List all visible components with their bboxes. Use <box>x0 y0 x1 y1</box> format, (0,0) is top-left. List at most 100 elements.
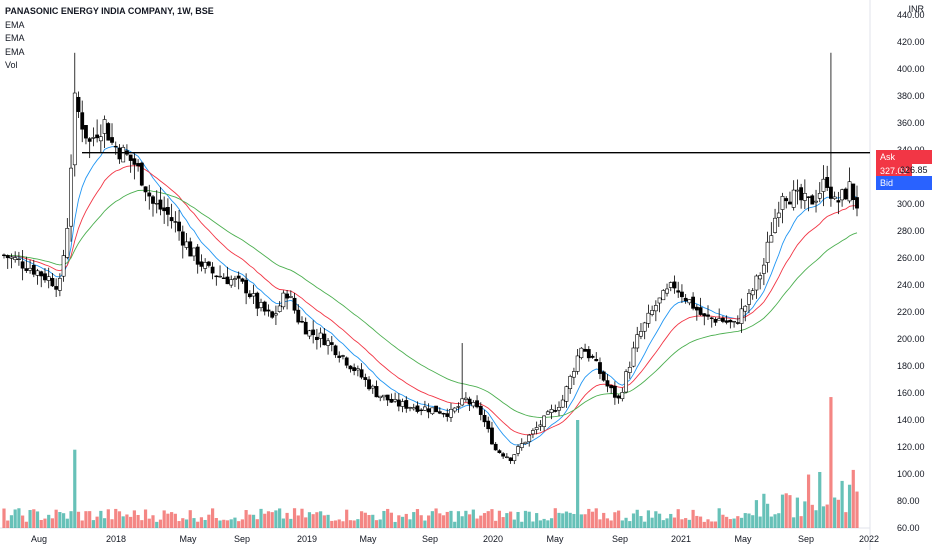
volume-bar <box>829 397 833 528</box>
volume-bar <box>814 510 818 528</box>
volume-bar <box>140 520 144 528</box>
candle-body <box>549 409 554 413</box>
price-tick-label: 440.00 <box>897 10 925 20</box>
ema-fast-legend[interactable]: EMA <box>5 19 25 30</box>
candle-body <box>758 275 763 280</box>
candle-body <box>560 399 565 408</box>
candle-body <box>333 345 338 356</box>
candle-body <box>624 371 628 393</box>
volume-bar <box>129 516 133 528</box>
candle-body <box>147 192 152 197</box>
candle-body <box>512 454 517 461</box>
volume-bar <box>523 510 528 528</box>
volume-bar <box>475 518 479 528</box>
volume-bar <box>88 511 92 528</box>
volume-bar <box>777 513 781 528</box>
candle-body <box>296 309 301 323</box>
volume-bar <box>691 509 695 528</box>
candle-body <box>802 193 807 201</box>
volume-bar <box>676 509 680 528</box>
candle-body <box>314 336 319 341</box>
time-tick-label: May <box>179 534 197 544</box>
candle-body <box>277 305 282 312</box>
volume-bar <box>412 512 416 528</box>
candle-body <box>184 241 189 248</box>
candle-body <box>50 278 55 287</box>
volume-bar <box>784 493 788 528</box>
volume-bar <box>847 484 852 528</box>
volume-bar <box>468 514 472 528</box>
volume-bar <box>32 509 36 528</box>
volume-bar <box>710 521 714 528</box>
candle-body <box>180 231 185 246</box>
candle-body <box>91 137 96 139</box>
time-tick-label: 2019 <box>297 534 317 544</box>
volume-bar <box>654 511 658 528</box>
candle-body <box>136 163 140 167</box>
price-tick-label: 160.00 <box>897 388 925 398</box>
candle-body <box>326 340 330 346</box>
volume-bar <box>6 520 10 528</box>
candle-body <box>538 424 543 427</box>
price-tick-label: 400.00 <box>897 64 925 74</box>
candle-body <box>378 395 383 398</box>
candle-body <box>43 273 47 281</box>
last-price-value: 326.85 <box>900 165 928 175</box>
volume-bar <box>91 520 95 528</box>
ema-mid-legend[interactable]: EMA <box>5 33 25 43</box>
volume-bar <box>65 518 69 528</box>
candle-body <box>486 420 491 430</box>
candle-body <box>210 266 215 274</box>
volume-bar <box>508 511 513 528</box>
volume-bar <box>520 521 524 528</box>
volume-bar <box>557 512 561 528</box>
candle-body <box>307 330 312 337</box>
volume-bar <box>497 510 502 528</box>
volume-bar <box>300 508 304 528</box>
price-tick-label: 200.00 <box>897 334 925 344</box>
price-tick-label: 220.00 <box>897 307 925 317</box>
volume-bar <box>17 508 21 528</box>
volume-legend[interactable]: Vol <box>5 60 18 70</box>
price-tick-label: 240.00 <box>897 280 925 290</box>
candle-body <box>627 366 632 373</box>
time-tick-label: 2018 <box>106 534 126 544</box>
volume-bar <box>218 520 222 528</box>
candle-body <box>199 261 204 267</box>
candle-body <box>791 189 796 208</box>
candle-body <box>676 290 681 293</box>
volume-bar <box>345 509 349 528</box>
volume-bar <box>170 512 174 528</box>
volume-bar <box>348 520 353 528</box>
volume-bar <box>352 520 356 528</box>
candle-body <box>732 320 736 323</box>
volume-bar <box>486 511 490 528</box>
volume-bar <box>605 518 610 528</box>
candle-body <box>694 306 699 311</box>
volume-bar <box>531 521 535 528</box>
candle-body <box>404 400 409 409</box>
candle-body <box>806 196 811 198</box>
volume-bar <box>270 512 274 528</box>
candle-body <box>490 427 494 445</box>
candle-body <box>713 318 718 323</box>
candle-body <box>545 411 550 415</box>
ema-slow-legend[interactable]: EMA <box>5 46 25 57</box>
candle-body <box>430 407 435 415</box>
volume-bar <box>479 515 483 528</box>
volume-bar <box>628 521 632 528</box>
symbol-title[interactable]: PANASONIC ENERGY INDIA COMPANY, 1W, BSE <box>5 6 214 16</box>
candle-body <box>31 264 36 275</box>
volume-bar <box>76 511 81 528</box>
volume-bar <box>337 519 341 528</box>
time-tick-label: Sep <box>422 534 438 544</box>
currency-label[interactable]: INR <box>908 4 925 14</box>
candle-body <box>28 267 32 271</box>
volume-bar <box>788 495 792 528</box>
volume-bar <box>278 508 282 528</box>
volume-bar <box>382 510 386 528</box>
volume-bar <box>695 515 699 528</box>
volume-bar <box>311 514 315 528</box>
volume-bar <box>110 519 114 528</box>
